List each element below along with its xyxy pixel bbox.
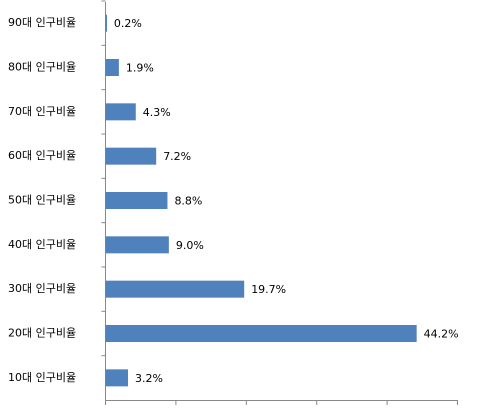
bar (105, 192, 168, 209)
data-label: 8.8% (174, 195, 202, 208)
data-label: 44.2% (424, 328, 459, 341)
bar (105, 59, 119, 76)
data-label: 4.3% (143, 106, 171, 119)
bar (105, 236, 169, 254)
bar (105, 14, 107, 32)
data-label: 0.2% (114, 17, 142, 30)
y-tick-label: 50대 인구비율 (8, 194, 76, 207)
y-tick-label: 30대 인구비율 (8, 282, 76, 295)
bar (105, 103, 136, 121)
bar (105, 369, 129, 387)
y-tick-label: 10대 인구비율 (8, 371, 76, 384)
data-label: 3.2% (135, 372, 163, 385)
bar (105, 325, 417, 342)
data-label: 19.7% (251, 283, 286, 296)
data-label: 7.2% (163, 150, 191, 163)
data-label: 1.9% (126, 62, 154, 75)
y-tick-label: 70대 인구비율 (8, 105, 76, 118)
bar (105, 147, 157, 165)
bar (105, 280, 245, 298)
y-tick-label: 80대 인구비율 (8, 61, 76, 74)
y-tick-label: 60대 인구비율 (8, 149, 76, 162)
y-tick-label: 40대 인구비율 (8, 238, 76, 251)
y-tick-label: 90대 인구비율 (8, 16, 76, 29)
data-label: 9.0% (176, 239, 204, 252)
y-tick-label: 20대 인구비율 (8, 327, 76, 340)
